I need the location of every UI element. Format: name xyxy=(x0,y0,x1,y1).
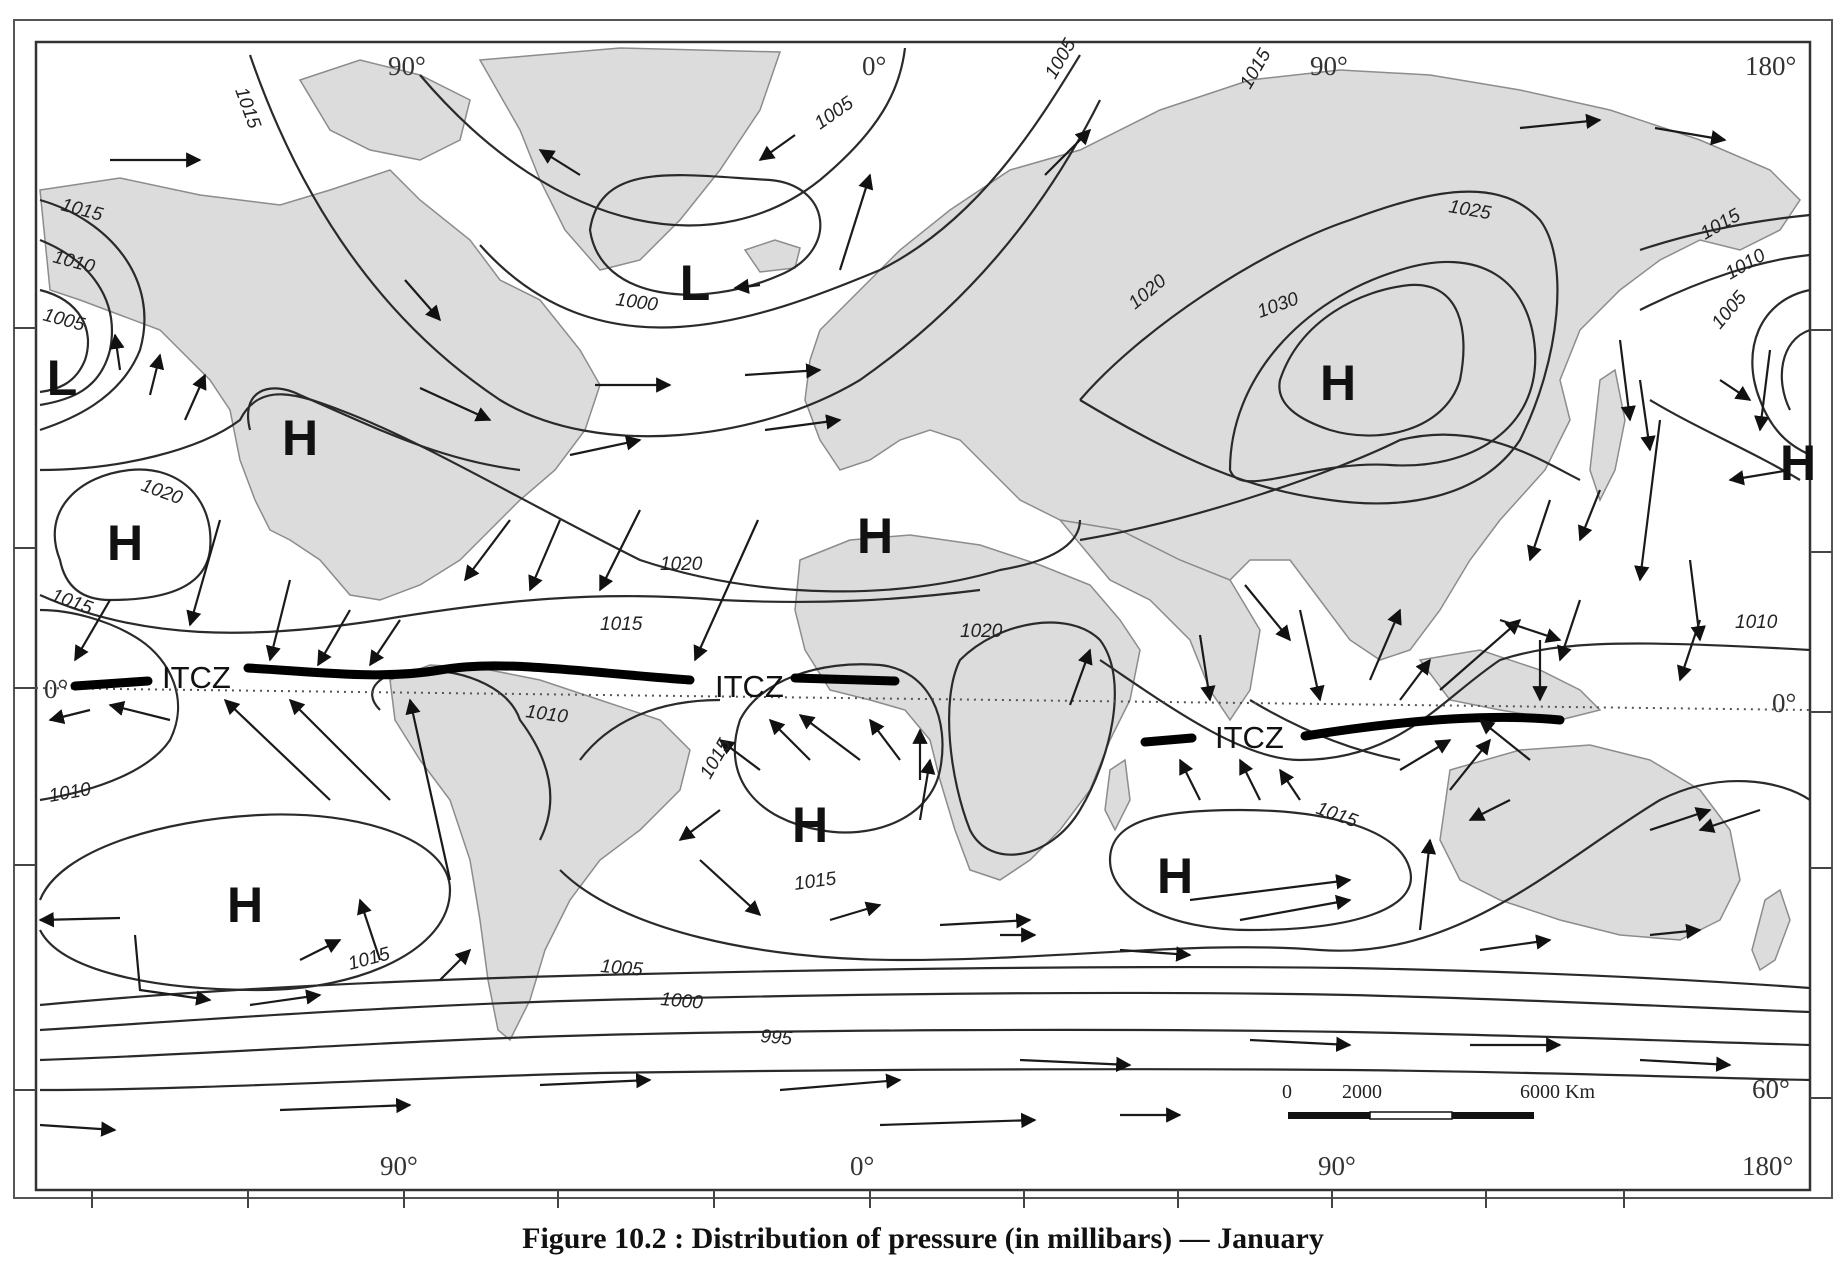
scale-label: 0 xyxy=(1282,1081,1292,1103)
pressure-system-labels: L L H H H H H H H H xyxy=(47,255,1816,933)
madagascar xyxy=(1104,758,1131,832)
itcz-label-pacific: ITCZ xyxy=(162,660,231,695)
longitude-label-top: 90° xyxy=(388,51,426,81)
high-pressure-siberia: H xyxy=(1320,355,1356,411)
coordinate-labels: 90° 0° 90° 180° 90° 0° 90° 180° 0° 0° 60… xyxy=(44,51,1796,1181)
north-america xyxy=(39,169,601,601)
south-america xyxy=(389,664,691,1042)
longitude-label-top: 180° xyxy=(1745,51,1796,81)
isobar-label: 1020 xyxy=(960,621,1003,642)
land-masses xyxy=(39,47,1801,1042)
high-pressure-south-pacific-east: H xyxy=(1780,435,1816,491)
longitude-label-bottom: 180° xyxy=(1742,1151,1793,1181)
latitude-label-left: 0° xyxy=(44,674,68,704)
low-pressure-north-atlantic: L xyxy=(680,255,711,311)
greenland xyxy=(478,47,782,271)
scale-label: 6000 Km xyxy=(1520,1081,1595,1103)
figure-caption: Figure 10.2 : Distribution of pressure (… xyxy=(522,1222,1324,1255)
australia xyxy=(1439,744,1741,941)
scale-label: 2000 xyxy=(1342,1081,1382,1103)
itcz-label-atlantic: ITCZ xyxy=(715,669,784,704)
isobars xyxy=(38,47,1811,1092)
longitude-label-bottom: 90° xyxy=(1318,1151,1356,1181)
isobar-label: 1010 xyxy=(1735,612,1778,633)
longitude-label-top: 0° xyxy=(862,51,886,81)
scale-bar: 0 2000 6000 Km xyxy=(1282,1081,1595,1120)
high-pressure-north-africa: H xyxy=(857,508,893,564)
longitude-ticks xyxy=(91,1190,1625,1208)
longitude-label-bottom: 0° xyxy=(850,1151,874,1181)
high-pressure-north-pacific: H xyxy=(107,515,143,571)
isobar-labels: 1015 1005 1005 1015 1015 1010 1005 1000 … xyxy=(41,35,1778,1050)
europe-asia xyxy=(804,69,1801,661)
arabia-india xyxy=(1058,518,1261,722)
itcz-labels: ITCZ ITCZ ITCZ xyxy=(162,660,1284,755)
isobar-label: 1005 xyxy=(600,956,644,981)
longitude-label-top: 90° xyxy=(1310,51,1348,81)
isobar-label: 995 xyxy=(760,1026,794,1050)
high-pressure-south-atlantic: H xyxy=(792,797,828,853)
new-zealand xyxy=(1751,888,1791,972)
iceland xyxy=(743,239,801,273)
itcz-lines xyxy=(70,661,1565,747)
isobar-label: 1000 xyxy=(660,989,704,1014)
longitude-label-bottom: 90° xyxy=(380,1151,418,1181)
outer-frame xyxy=(13,19,1833,1199)
latitude-ticks xyxy=(14,327,1832,1099)
itcz-label-indian: ITCZ xyxy=(1215,720,1284,755)
low-pressure-north-pacific: L xyxy=(47,350,78,406)
pressure-map: L L H H H H H H H H ITCZ ITCZ ITCZ 1015 … xyxy=(13,19,1833,1208)
high-pressure-south-pacific: H xyxy=(227,877,263,933)
isobar-label: 1015 xyxy=(600,614,643,635)
high-pressure-south-indian: H xyxy=(1157,848,1193,904)
japan xyxy=(1589,368,1626,502)
latitude-label-right: 0° xyxy=(1772,688,1796,718)
latitude-label-right: 60° xyxy=(1752,1074,1790,1104)
equator-line xyxy=(35,687,1811,711)
high-pressure-north-america: H xyxy=(282,410,318,466)
map-svg: L L H H H H H H H H ITCZ ITCZ ITCZ 1015 … xyxy=(13,19,1833,1208)
wind-arrows xyxy=(38,113,1791,1137)
isobar-label: 1020 xyxy=(660,554,703,575)
